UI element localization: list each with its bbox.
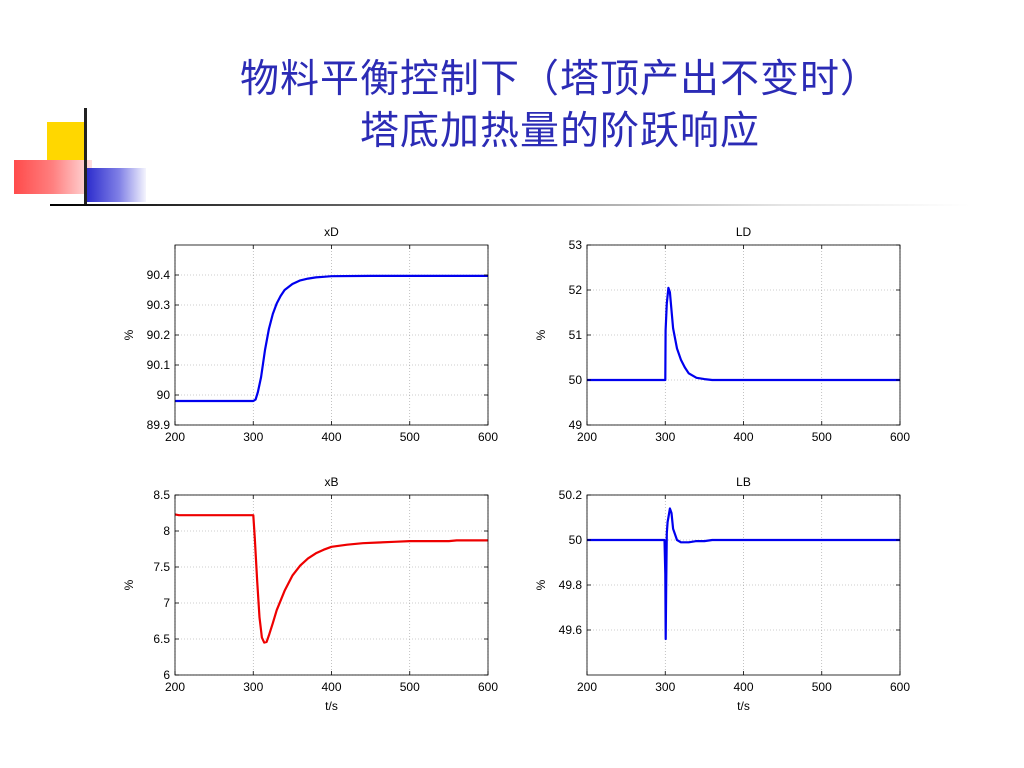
- x-tick-label: 200: [165, 430, 185, 444]
- slide-title: 物料平衡控制下（塔顶产出不变时） 塔底加热量的阶跃响应: [140, 54, 980, 158]
- x-tick-label: 500: [812, 430, 832, 444]
- x-tick-label: 300: [655, 430, 675, 444]
- deco-blue-gradient-bar: [86, 168, 146, 202]
- x-tick-label: 300: [243, 430, 263, 444]
- x-tick-label: 200: [165, 680, 185, 694]
- series-line-0: [587, 286, 900, 382]
- deco-yellow-square: [47, 122, 87, 160]
- title-divider: [50, 204, 970, 206]
- y-tick-label: 49.6: [559, 623, 583, 637]
- y-tick-label: 52: [569, 283, 583, 297]
- deco-red-gradient-bar: [14, 160, 92, 194]
- x-tick-label: 400: [321, 430, 341, 444]
- chart-title: xD: [324, 225, 339, 239]
- x-axis-label: t/s: [325, 699, 338, 713]
- y-tick-label: 50.2: [559, 488, 583, 502]
- chart-title: LD: [736, 225, 752, 239]
- x-tick-label: 600: [478, 680, 498, 694]
- x-tick-label: 500: [400, 680, 420, 694]
- y-tick-label: 90.3: [147, 298, 171, 312]
- x-tick-label: 200: [577, 680, 597, 694]
- x-tick-label: 400: [733, 430, 753, 444]
- x-tick-label: 600: [890, 680, 910, 694]
- x-tick-label: 400: [733, 680, 753, 694]
- chart-xb: 200 300 400 500 600 6 6.5 7 7.5 8 8.5 xB% t/s: [122, 475, 498, 713]
- y-tick-label: 49.8: [559, 578, 583, 592]
- slide-title-line1: 物料平衡控制下（塔顶产出不变时）: [239, 57, 880, 102]
- y-tick-label: 90.4: [147, 268, 171, 282]
- x-tick-label: 200: [577, 430, 597, 444]
- y-tick-label: 51: [569, 328, 583, 342]
- y-axis-label: %: [122, 579, 136, 590]
- y-tick-label: 50: [569, 373, 583, 387]
- deco-vertical-line: [84, 108, 87, 206]
- y-tick-label: 6.5: [153, 632, 170, 646]
- slide-title-line2: 塔底加热量的阶跃响应: [359, 109, 760, 154]
- x-tick-label: 500: [400, 430, 420, 444]
- y-tick-label: 6: [163, 668, 170, 682]
- y-tick-label: 7: [163, 596, 170, 610]
- y-tick-label: 89.9: [147, 418, 171, 432]
- series-line-0: [587, 507, 900, 641]
- y-axis-label: %: [534, 579, 548, 590]
- x-tick-label: 300: [655, 680, 675, 694]
- x-tick-label: 600: [890, 430, 910, 444]
- y-tick-label: 90.1: [147, 358, 171, 372]
- y-tick-label: 8.5: [153, 488, 170, 502]
- chart-xd: 200 300 400 500 600 89.9 90 90.1 90.2 90.3 90.4 xD%: [122, 225, 498, 444]
- chart-ld: 200 300 400 500 600 49 50 51 52 53 LD%: [534, 225, 910, 444]
- y-tick-label: 90: [157, 388, 171, 402]
- y-tick-label: 50: [569, 533, 583, 547]
- y-tick-label: 53: [569, 238, 583, 252]
- y-tick-label: 7.5: [153, 560, 170, 574]
- x-tick-label: 600: [478, 430, 498, 444]
- chart-lb: 200 300 400 500 600 49.6 49.8 50 50.2 LB% t/s: [534, 475, 910, 713]
- x-tick-label: 400: [321, 680, 341, 694]
- x-tick-label: 300: [243, 680, 263, 694]
- y-tick-label: 90.2: [147, 328, 171, 342]
- series-line-0: [174, 513, 488, 644]
- y-axis-label: %: [122, 329, 136, 340]
- chart-title: xB: [324, 475, 338, 489]
- series-line-0: [175, 274, 488, 403]
- y-tick-label: 8: [163, 524, 170, 538]
- x-tick-label: 500: [812, 680, 832, 694]
- y-tick-label: 49: [569, 418, 583, 432]
- chart-title: LB: [736, 475, 751, 489]
- y-axis-label: %: [534, 329, 548, 340]
- x-axis-label: t/s: [737, 699, 750, 713]
